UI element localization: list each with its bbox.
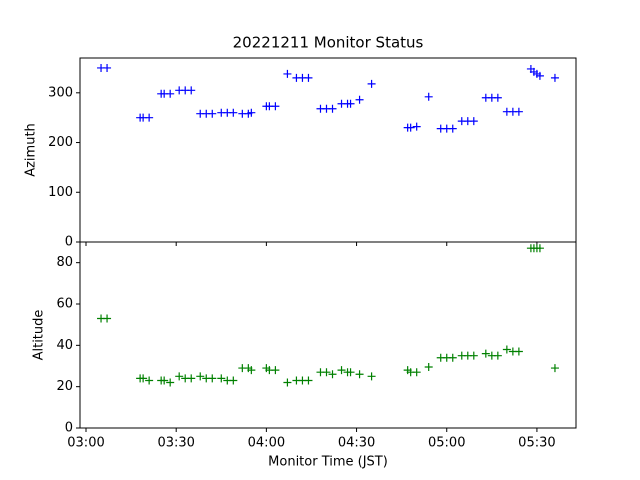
marker (271, 102, 280, 111)
marker (424, 92, 433, 101)
marker (337, 366, 346, 375)
marker (304, 73, 313, 82)
marker (502, 345, 511, 354)
marker (247, 366, 256, 375)
y-tick-label: 80 (56, 255, 73, 270)
y-tick-label: 100 (48, 185, 73, 200)
x-tick-label: 05:00 (428, 436, 465, 451)
x-axis-label: Monitor Time (JST) (268, 455, 388, 470)
chart-title: 20221211 Monitor Status (233, 34, 424, 52)
marker (448, 353, 457, 362)
marker (196, 372, 205, 381)
marker (283, 69, 292, 78)
marker (550, 73, 559, 82)
x-tick-label: 03:00 (67, 436, 104, 451)
marker (412, 122, 421, 131)
marker (448, 124, 457, 133)
marker (535, 71, 544, 80)
y-axis-label: Azimuth (24, 123, 39, 177)
y-tick-label: 0 (65, 235, 73, 250)
marker (304, 376, 313, 385)
x-tick-label: 04:00 (248, 436, 285, 451)
marker (514, 107, 523, 116)
y-tick-label: 200 (48, 135, 73, 150)
marker (283, 378, 292, 387)
marker (328, 104, 337, 113)
marker (493, 351, 502, 360)
marker (160, 376, 169, 385)
marker (493, 93, 502, 102)
x-tick-label: 03:30 (157, 436, 194, 451)
marker (355, 370, 364, 379)
marker (322, 368, 331, 377)
marker (367, 79, 376, 88)
marker (406, 123, 415, 132)
marker (187, 374, 196, 383)
marker (217, 374, 226, 383)
marker (469, 117, 478, 126)
marker (175, 372, 184, 381)
marker (208, 109, 217, 118)
marker (367, 372, 376, 381)
y-tick-label: 300 (48, 85, 73, 100)
marker (355, 95, 364, 104)
plot-frame (79, 241, 577, 429)
y-tick-label: 0 (65, 421, 73, 436)
marker (139, 374, 148, 383)
marker (481, 349, 490, 358)
marker (229, 376, 238, 385)
y-axis-label: Altitude (32, 310, 47, 361)
marker (346, 368, 355, 377)
x-tick-label: 04:30 (338, 436, 375, 451)
marker (469, 351, 478, 360)
marker (145, 113, 154, 122)
marker (166, 89, 175, 98)
marker (535, 244, 544, 253)
marker (247, 108, 256, 117)
marker (229, 108, 238, 117)
y-tick-label: 40 (56, 338, 73, 353)
marker (103, 63, 112, 72)
marker (103, 314, 112, 323)
marker (412, 368, 421, 377)
marker (346, 99, 355, 108)
marker (166, 378, 175, 387)
marker (514, 347, 523, 356)
marker (550, 364, 559, 373)
marker (328, 370, 337, 379)
y-tick-label: 20 (56, 379, 73, 394)
plot-frame (79, 57, 577, 243)
marker (208, 374, 217, 383)
y-tick-label: 60 (56, 297, 73, 312)
x-tick-label: 05:30 (518, 436, 555, 451)
marker (145, 376, 154, 385)
marker (271, 366, 280, 375)
marker (187, 86, 196, 95)
marker (424, 363, 433, 372)
